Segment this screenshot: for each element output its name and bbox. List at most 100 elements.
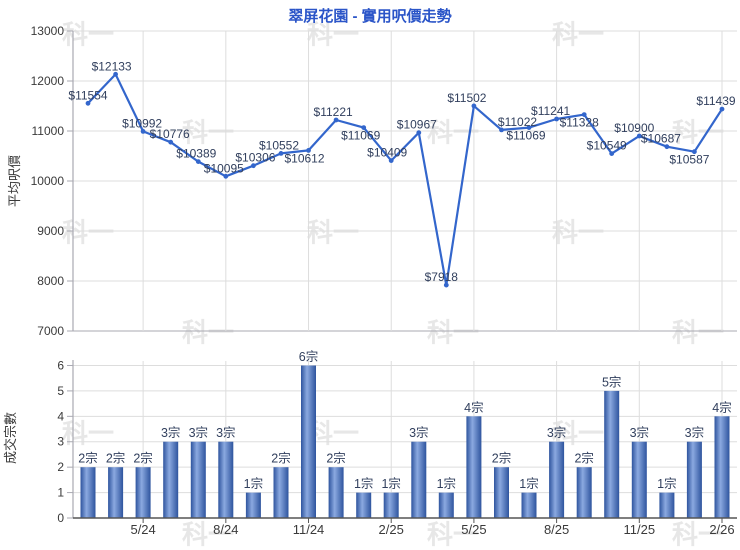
volume-bar-label: 3宗 xyxy=(547,425,566,440)
data-point-marker xyxy=(85,100,91,106)
volume-bar-label: 3宗 xyxy=(216,425,235,440)
data-point-marker xyxy=(499,127,504,133)
price-point-label: $11069 xyxy=(341,129,380,143)
data-point-marker xyxy=(692,149,697,155)
volume-bar-chart: 0 1 2 3 4 5 6 成交宗數 2宗 2宗 2宗 3宗 3宗 3宗 1宗 2宗 6宗 2宗 1宗 1宗 3宗 1宗 4… xyxy=(3,349,737,537)
volume-bar xyxy=(576,467,592,518)
volume-bar-label: 3宗 xyxy=(189,425,208,440)
data-point-marker xyxy=(113,71,118,77)
volume-bar-label: 3宗 xyxy=(409,425,428,440)
volume-bar xyxy=(438,492,454,518)
price-point-label: $12133 xyxy=(92,59,132,73)
price-point-label: $11221 xyxy=(314,105,353,119)
x-tick-label: 8/25 xyxy=(544,522,569,537)
volume-bar-label: 2宗 xyxy=(574,451,593,466)
x-tick-label: 11/24 xyxy=(293,522,325,537)
volume-bar-label: 6宗 xyxy=(299,349,318,364)
price-point-label: $7918 xyxy=(425,270,459,284)
y-tick-label: 8000 xyxy=(37,274,64,288)
volume-bar-label: 1宗 xyxy=(519,476,538,491)
chart-title: 翠屏花園 - 實用呎價走勢 xyxy=(288,8,452,25)
volume-bar-label: 1宗 xyxy=(657,476,676,491)
price-point-label: $11439 xyxy=(696,94,735,108)
data-point-marker xyxy=(168,139,174,145)
volume-bar xyxy=(659,492,675,518)
data-point-marker xyxy=(361,125,367,130)
volume-bar xyxy=(604,390,620,518)
volume-bar-label: 2宗 xyxy=(133,451,152,466)
price-point-label: $10587 xyxy=(669,153,709,167)
volume-bar-label: 4宗 xyxy=(464,400,483,415)
y-tick-label: 6 xyxy=(57,358,64,372)
volume-bar-label: 3宗 xyxy=(630,425,649,440)
y-tick-label: 12000 xyxy=(31,74,65,88)
price-point-label: $10409 xyxy=(367,146,407,160)
price-line-series xyxy=(86,73,724,287)
data-point-marker xyxy=(609,151,615,157)
volume-bar xyxy=(245,492,261,518)
price-line-chart: 7000 8000 9000 10000 11000 12000 13000 平均呎價 $115… xyxy=(7,24,737,338)
data-point-marker xyxy=(223,173,229,179)
price-point-label: $10389 xyxy=(176,147,216,161)
data-point-marker xyxy=(581,112,587,117)
volume-bar-label: 5宗 xyxy=(602,374,621,389)
price-point-label: $10967 xyxy=(397,118,437,132)
volume-bar xyxy=(466,416,482,518)
volume-bar-label: 4宗 xyxy=(712,400,731,415)
y-tick-label: 1 xyxy=(57,486,64,500)
data-point-marker xyxy=(471,103,477,109)
data-point-marker xyxy=(333,117,339,123)
volume-bar xyxy=(80,467,96,518)
volume-bar-label: 1宗 xyxy=(354,476,373,491)
y-tick-label: 0 xyxy=(57,511,64,525)
y-tick-label: 4 xyxy=(57,409,64,423)
volume-bar xyxy=(108,467,124,518)
data-point-marker xyxy=(526,125,532,130)
volume-bar-label: 1宗 xyxy=(244,476,263,491)
volume-bar-label: 2宗 xyxy=(492,451,511,466)
volume-bar xyxy=(163,441,179,518)
volume-bar xyxy=(135,467,151,518)
x-tick-label: 11/25 xyxy=(624,522,656,537)
price-point-label: $11069 xyxy=(506,129,545,143)
data-point-marker xyxy=(664,144,670,150)
volume-bar xyxy=(218,441,234,518)
x-tick-label: 5/24 xyxy=(130,522,155,537)
price-point-label: $11554 xyxy=(68,88,107,102)
volume-bar-label: 2宗 xyxy=(271,451,290,466)
price-point-label: $10549 xyxy=(587,139,627,153)
price-point-label: $11328 xyxy=(560,116,599,130)
price-point-label: $10095 xyxy=(204,161,244,175)
data-point-marker xyxy=(636,133,642,139)
volume-bar xyxy=(631,441,647,518)
volume-bar-label: 1宗 xyxy=(381,476,400,491)
volume-bar-label: 3宗 xyxy=(161,425,180,440)
price-point-label: $10687 xyxy=(641,132,681,146)
y-tick-label: 9000 xyxy=(37,224,64,238)
data-point-marker xyxy=(388,158,394,164)
y-tick-label: 10000 xyxy=(31,174,65,188)
volume-bar xyxy=(190,441,206,518)
volume-bar xyxy=(383,492,399,518)
price-point-label: $11241 xyxy=(531,104,570,118)
y-tick-label: 13000 xyxy=(31,24,65,38)
data-point-marker xyxy=(251,163,256,169)
y-tick-label: 3 xyxy=(57,435,64,449)
price-point-label: $11022 xyxy=(498,115,537,129)
price-point-label: $10306 xyxy=(235,151,275,165)
price-point-label: $10992 xyxy=(122,116,162,130)
volume-bar-label: 2宗 xyxy=(326,451,345,466)
volume-bar xyxy=(328,467,344,518)
x-tick-label: 2/25 xyxy=(379,522,404,537)
x-tick-label: 5/25 xyxy=(461,522,486,537)
volume-bar-label: 2宗 xyxy=(106,451,125,466)
data-point-marker xyxy=(719,106,725,112)
volume-bar-label: 1宗 xyxy=(437,476,456,491)
volume-bar xyxy=(301,365,316,518)
volume-bar xyxy=(714,416,730,518)
volume-bar-label: 3宗 xyxy=(685,425,704,440)
data-point-marker xyxy=(140,129,146,134)
x-tick-label: 2/26 xyxy=(709,522,734,537)
x-tick-label: 8/24 xyxy=(213,522,238,537)
volume-bar xyxy=(273,467,289,518)
